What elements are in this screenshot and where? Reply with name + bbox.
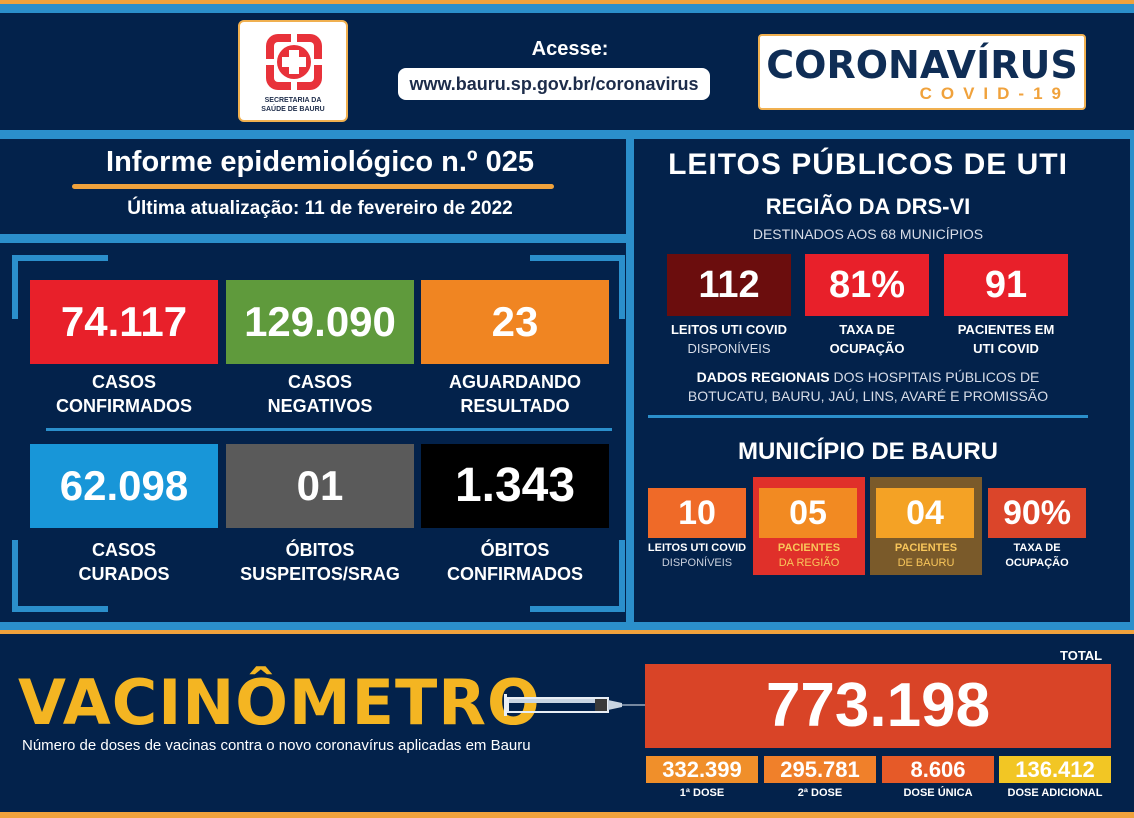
bracket-tl-v — [12, 255, 18, 319]
muni-taxa-ocupacao: 90% — [988, 488, 1086, 538]
dose-unica: 8.606 — [882, 756, 994, 783]
stat-label-aguardando: AGUARDANDO RESULTADO — [449, 372, 581, 416]
red-cross-icon — [265, 33, 323, 91]
stat-obitos-confirmados: 1.343 — [421, 444, 609, 528]
coronavirus-brand-box: CORONAVÍRUS COVID-19 — [758, 34, 1086, 110]
bracket-tr-h — [530, 255, 625, 261]
secretaria-logo: SECRETARIA DA SAÚDE DE BAURU — [238, 20, 348, 122]
website-link[interactable]: www.bauru.sp.gov.br/coronavirus — [398, 68, 710, 100]
dose-1-label: 1ª DOSE — [679, 787, 725, 799]
uti-pacientes: 91 — [944, 254, 1068, 316]
dose-2-label: 2ª DOSE — [797, 787, 843, 799]
muni-pacientes-regiao: 05 — [759, 488, 857, 538]
bracket-br-v — [619, 540, 625, 612]
uti-leitos-disponiveis: 112 — [667, 254, 791, 316]
brand-title: CORONAVÍRUS — [766, 43, 1078, 87]
uti-regional-note: DADOS REGIONAIS DOS HOSPITAIS PÚBLICOS D… — [687, 369, 1049, 404]
muni-label-bauru: PACIENTES DE BAURU — [894, 542, 958, 569]
muni-label-regiao: PACIENTES DA REGIÃO — [777, 542, 841, 569]
muni-label-taxa: TAXA DE OCUPAÇÃO — [1005, 542, 1069, 569]
stat-casos-confirmados: 74.117 — [30, 280, 218, 364]
top-blue-stripe — [0, 4, 1134, 13]
stat-casos-negativos: 129.090 — [226, 280, 414, 364]
last-update: Última atualização: 11 de fevereiro de 2… — [127, 198, 513, 219]
brand-subtitle: COVID-19 — [919, 84, 1070, 103]
bracket-br-h — [530, 606, 625, 612]
muni-label-leitos: LEITOS UTI COVID DISPONÍVEIS — [647, 542, 747, 569]
uti-title: LEITOS PÚBLICOS DE UTI — [668, 148, 1068, 181]
uti-taxa-ocupacao: 81% — [805, 254, 929, 316]
bottom-orange-divider — [0, 630, 1134, 634]
header-divider — [0, 130, 1134, 139]
stat-label-casos-negativos: CASOS NEGATIVOS — [267, 372, 373, 416]
left-section-divider — [0, 234, 632, 243]
informe-title: Informe epidemiológico n.º 025 — [106, 146, 534, 178]
stat-label-obitos-confirmados: ÓBITOS CONFIRMADOS — [447, 540, 583, 584]
right-border — [1130, 130, 1134, 630]
footer-orange-stripe — [0, 812, 1134, 818]
bracket-bl-h — [12, 606, 108, 612]
stat-label-casos-curados: CASOS CURADOS — [78, 540, 170, 584]
vacinometro-subtitle: Número de doses de vacinas contra o novo… — [22, 737, 531, 754]
syringe-icon — [504, 694, 650, 716]
dose-unica-label: DOSE ÚNICA — [903, 787, 973, 799]
stat-casos-curados: 62.098 — [30, 444, 218, 528]
secretaria-label: SECRETARIA DA SAÚDE DE BAURU — [261, 97, 325, 113]
center-vertical-divider — [626, 130, 634, 630]
bracket-tl-h — [12, 255, 108, 261]
access-label: Acesse: — [531, 38, 609, 60]
stat-obitos-suspeitos: 01 — [226, 444, 414, 528]
bracket-tr-v — [619, 255, 625, 319]
bottom-blue-divider — [0, 622, 1134, 630]
stats-row-divider — [46, 428, 612, 431]
stat-label-obitos-suspeitos: ÓBITOS SUSPEITOS/SRAG — [240, 540, 400, 584]
informe-underline — [72, 184, 554, 189]
municipio-title: MUNICÍPIO DE BAURU — [737, 438, 998, 465]
uti-label-taxa: TAXA DE OCUPAÇÃO — [829, 322, 905, 356]
dose-adicional: 136.412 — [999, 756, 1111, 783]
dose-2: 295.781 — [764, 756, 876, 783]
total-doses: 773.198 — [645, 664, 1111, 748]
uti-label-leitos: LEITOS UTI COVID DISPONÍVEIS — [670, 322, 788, 356]
uti-label-pacientes: PACIENTES EM UTI COVID — [957, 322, 1055, 356]
stat-aguardando: 23 — [421, 280, 609, 364]
uti-divider — [648, 415, 1088, 418]
muni-leitos-disponiveis: 10 — [648, 488, 746, 538]
uti-destined: DESTINADOS AOS 68 MUNICÍPIOS — [752, 226, 984, 242]
total-label: TOTAL — [1060, 648, 1103, 663]
vacinometro-title: VACINÔMETRO — [18, 666, 541, 739]
dose-adicional-label: DOSE ADICIONAL — [1007, 787, 1103, 799]
muni-pacientes-bauru: 04 — [876, 488, 974, 538]
stat-label-casos-confirmados: CASOS CONFIRMADOS — [56, 372, 192, 416]
dose-1: 332.399 — [646, 756, 758, 783]
uti-region: REGIÃO DA DRS-VI — [765, 194, 971, 219]
top-orange-stripe — [0, 0, 1134, 4]
bracket-bl-v — [12, 540, 18, 612]
